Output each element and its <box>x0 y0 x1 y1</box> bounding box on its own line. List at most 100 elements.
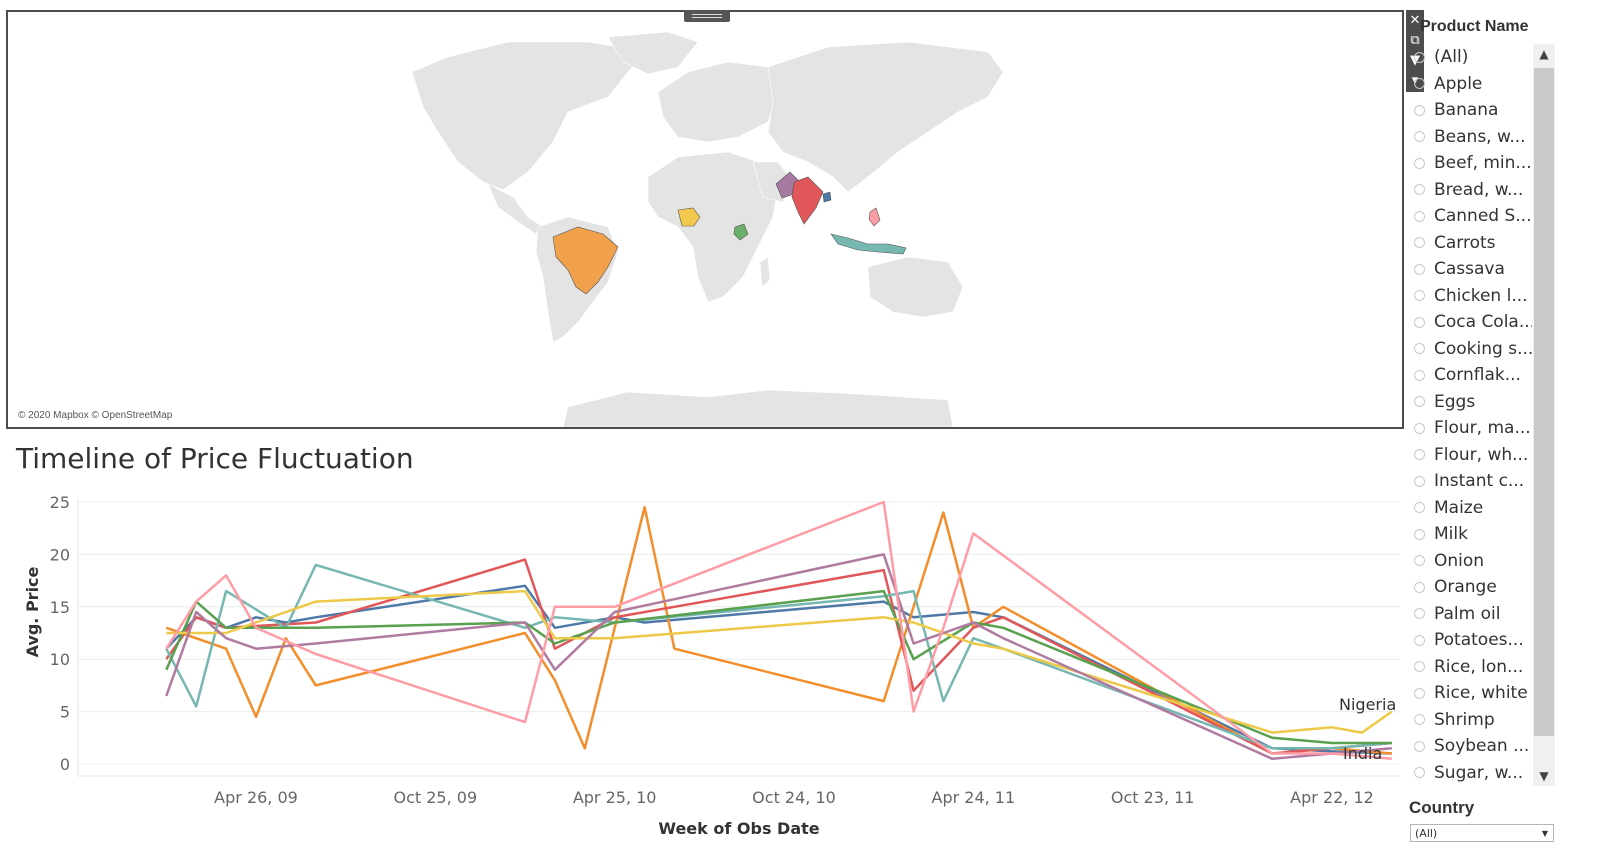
radio-icon[interactable] <box>1414 449 1425 461</box>
radio-icon[interactable] <box>1414 78 1425 90</box>
product-filter-option[interactable]: Soybean ... <box>1408 733 1532 760</box>
product-filter-label: Rice, white <box>1434 683 1528 704</box>
end-label-nigeria: Nigeria <box>1339 695 1396 714</box>
product-filter-label: Potatoes... <box>1434 630 1524 651</box>
product-filter-title: Product Name <box>1420 18 1529 35</box>
country-select[interactable]: (All) ▼ <box>1410 824 1554 842</box>
country-philippines[interactable] <box>868 207 881 227</box>
product-filter-label: Carrots <box>1434 232 1496 253</box>
country-kenya[interactable] <box>733 223 749 241</box>
product-filter-option[interactable]: (All) <box>1408 44 1532 71</box>
product-filter-option[interactable]: Chicken l... <box>1408 283 1532 310</box>
scroll-thumb[interactable] <box>1534 68 1554 736</box>
radio-icon[interactable] <box>1414 502 1425 514</box>
product-filter-option[interactable]: Eggs <box>1408 389 1532 416</box>
product-filter-option[interactable]: Orange <box>1408 574 1532 601</box>
radio-icon[interactable] <box>1414 290 1425 302</box>
x-tick-label: Apr 22, 12 <box>1290 788 1374 807</box>
drag-handle[interactable] <box>684 10 730 22</box>
radio-icon[interactable] <box>1414 475 1425 487</box>
radio-icon[interactable] <box>1414 767 1425 779</box>
product-filter-option[interactable]: Cassava <box>1408 256 1532 283</box>
radio-icon[interactable] <box>1414 104 1425 116</box>
product-filter-label: Beef, min... <box>1434 153 1532 174</box>
radio-icon[interactable] <box>1414 237 1425 249</box>
product-filter-option[interactable]: Beans, w... <box>1408 124 1532 151</box>
series-line[interactable] <box>165 553 1392 761</box>
product-filter-option[interactable]: Flour, wh... <box>1408 442 1532 469</box>
product-filter-option[interactable]: Palm oil <box>1408 601 1532 628</box>
country-indonesia[interactable] <box>830 233 907 255</box>
scroll-down-icon[interactable]: ▼ <box>1539 769 1549 783</box>
map-panel[interactable]: © 2020 Mapbox © OpenStreetMap <box>6 10 1404 429</box>
country-bangladesh[interactable] <box>822 191 832 203</box>
asia <box>767 41 1004 193</box>
product-filter-option[interactable]: Coca Cola... <box>1408 309 1532 336</box>
series-line[interactable] <box>166 589 1393 734</box>
product-filter-option[interactable]: Potatoes... <box>1408 627 1532 654</box>
radio-icon[interactable] <box>1414 634 1425 646</box>
product-filter-option[interactable]: Canned S... <box>1408 203 1532 230</box>
radio-icon[interactable] <box>1414 528 1425 540</box>
radio-icon[interactable] <box>1414 263 1425 275</box>
y-tick-label: 25 <box>50 493 70 512</box>
country-india[interactable] <box>791 176 824 225</box>
radio-icon[interactable] <box>1414 131 1425 143</box>
radio-icon[interactable] <box>1414 740 1425 752</box>
antarctica <box>562 389 954 427</box>
product-filter-label: Sugar, w... <box>1434 762 1524 783</box>
product-filter-option[interactable]: Milk <box>1408 521 1532 548</box>
series-line[interactable] <box>165 500 1392 761</box>
product-filter-option[interactable]: Instant c... <box>1408 468 1532 495</box>
world-map[interactable] <box>8 12 1402 427</box>
product-filter-option[interactable]: Bread, w... <box>1408 177 1532 204</box>
chart-title: Timeline of Price Fluctuation <box>16 442 414 475</box>
radio-icon[interactable] <box>1414 157 1425 169</box>
product-filter-option[interactable]: Maize <box>1408 495 1532 522</box>
product-filter-label: Orange <box>1434 577 1497 598</box>
country-nigeria[interactable] <box>677 207 701 227</box>
highlighted-countries[interactable] <box>552 171 907 295</box>
product-filter-option[interactable]: Shrimp <box>1408 707 1532 734</box>
product-filter-label: Chicken l... <box>1434 285 1528 306</box>
series-lines[interactable] <box>165 500 1393 761</box>
product-filter-option[interactable]: Cornflak... <box>1408 362 1532 389</box>
radio-icon[interactable] <box>1414 369 1425 381</box>
filter-scrollbar[interactable]: ▲ ▼ <box>1533 44 1555 786</box>
radio-icon[interactable] <box>1414 687 1425 699</box>
radio-icon[interactable] <box>1414 343 1425 355</box>
radio-icon[interactable] <box>1414 422 1425 434</box>
product-filter-option[interactable]: Flour, ma... <box>1408 415 1532 442</box>
popout-icon[interactable]: ⧉ <box>1410 32 1420 48</box>
product-filter-label: Flour, wh... <box>1434 444 1529 465</box>
x-axis-ticks: Apr 26, 09 Oct 25, 09 Apr 25, 10 Oct 24, 10… <box>214 788 1374 807</box>
series-line[interactable] <box>165 505 1392 755</box>
radio-icon[interactable] <box>1414 661 1425 673</box>
africa <box>647 151 779 303</box>
product-filter-label: Soybean ... <box>1434 736 1530 757</box>
product-filter-option[interactable]: Onion <box>1408 548 1532 575</box>
product-filter-label: Eggs <box>1434 391 1476 412</box>
product-filter-option[interactable]: Carrots <box>1408 230 1532 257</box>
radio-icon[interactable] <box>1414 210 1425 222</box>
country-brazil[interactable] <box>552 226 619 295</box>
radio-icon[interactable] <box>1414 184 1425 196</box>
radio-icon[interactable] <box>1414 555 1425 567</box>
radio-icon[interactable] <box>1414 316 1425 328</box>
product-filter-option[interactable]: Banana <box>1408 97 1532 124</box>
price-timeline-chart[interactable]: 0 5 10 15 20 25 Apr 26, 09 Oct 25, 09 Apr 25, 1… <box>0 480 1400 850</box>
close-icon[interactable]: ✕ <box>1409 12 1421 28</box>
product-filter-option[interactable]: Cooking s... <box>1408 336 1532 363</box>
radio-icon[interactable] <box>1414 396 1425 408</box>
radio-icon[interactable] <box>1414 714 1425 726</box>
radio-icon[interactable] <box>1414 51 1425 63</box>
scroll-up-icon[interactable]: ▲ <box>1539 47 1549 61</box>
product-filter-option[interactable]: Beef, min... <box>1408 150 1532 177</box>
product-filter-option[interactable]: Rice, lon... <box>1408 654 1532 681</box>
x-tick-label: Oct 23, 11 <box>1111 788 1195 807</box>
product-filter-option[interactable]: Apple <box>1408 71 1532 98</box>
radio-icon[interactable] <box>1414 608 1425 620</box>
product-filter-option[interactable]: Rice, white <box>1408 680 1532 707</box>
radio-icon[interactable] <box>1414 581 1425 593</box>
product-filter-option[interactable]: Sugar, w... <box>1408 760 1532 785</box>
